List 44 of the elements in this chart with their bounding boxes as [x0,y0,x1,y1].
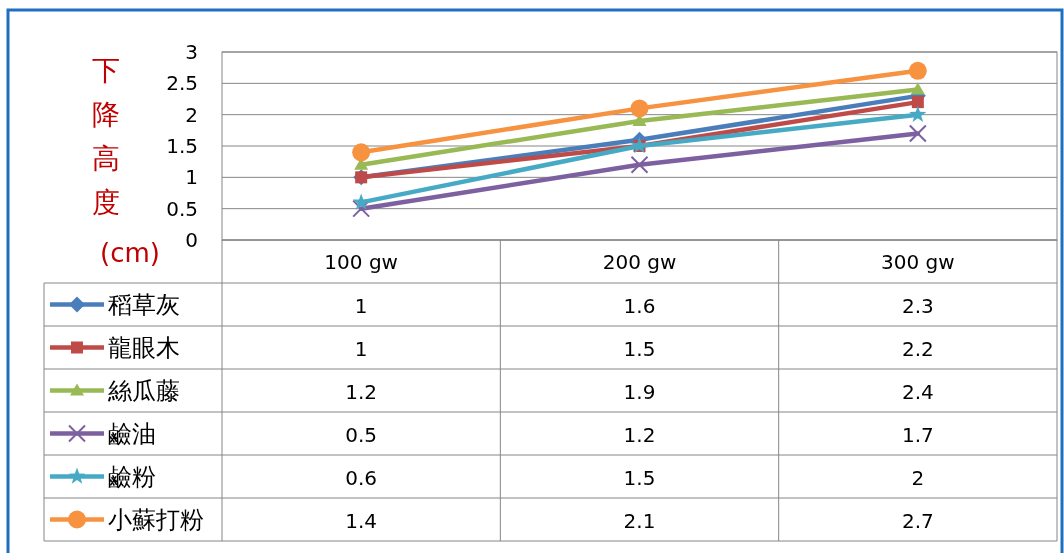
legend-label: 小蘇打粉 [108,506,204,534]
y-tick-label: 1.5 [166,134,198,158]
y-tick-label: 1 [185,165,198,190]
x-tick-label: 300 gw [881,250,955,274]
x-tick-label: 200 gw [602,250,677,274]
point [909,105,927,122]
data-label: 0.6 [345,466,378,490]
data-label: 2.4 [901,380,934,404]
data-label: 2.3 [901,294,934,318]
y-tick-label: 2.5 [166,71,198,96]
y-tick-label: 0 [185,228,198,252]
point [910,82,925,95]
y-tick-label: 2 [185,102,198,127]
data-label: 2.1 [623,509,656,533]
data-label: 0.5 [345,423,378,447]
y-axis-title: 下降高度(cm) [92,54,160,268]
legend-label: 稻草灰 [108,291,180,319]
x-tick-label: 100 gw [324,250,398,274]
data-label: 1.2 [623,423,656,447]
data-label: 2 [911,466,925,490]
y-tick-label: 0.5 [166,196,198,221]
point [911,96,924,109]
point [630,99,649,118]
data-label: 1.9 [623,380,656,404]
legend-label: 絲瓜藤 [107,377,180,405]
data-label: 1 [354,337,368,361]
point [630,155,649,174]
data-label: 1.7 [901,423,934,447]
legend-label: 龍眼木 [108,334,180,362]
point [352,143,371,162]
data-label: 1.2 [345,380,378,404]
y-tick-label: 3 [185,40,198,64]
data-label: 2.7 [901,509,934,533]
data-label: 1.6 [623,294,656,318]
legend-label: 鹼粉 [108,463,156,491]
legend-label: 鹼油 [108,420,156,448]
data-label: 1.4 [345,509,378,533]
point [908,124,927,143]
data-label: 1.5 [623,337,656,361]
data-label: 1 [354,294,368,318]
data-label: 2.2 [901,337,934,361]
data-label: 1.5 [623,466,656,490]
point [352,199,371,218]
point [908,61,927,80]
